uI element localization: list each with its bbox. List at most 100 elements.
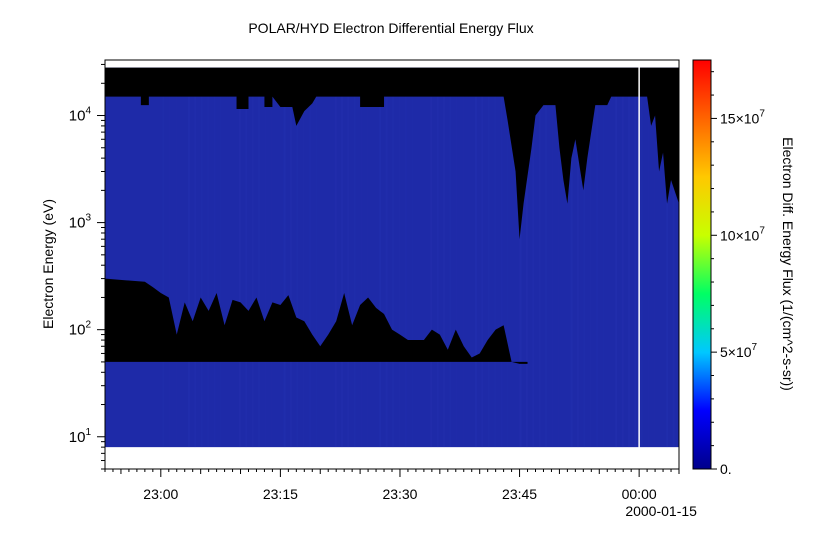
y-axis: 101 102 103 104	[69, 63, 105, 470]
flux-streak	[398, 67, 401, 448]
flux-streak	[200, 67, 203, 448]
flux-streak	[264, 67, 267, 448]
flux-streak	[494, 67, 497, 448]
flux-streak	[647, 67, 650, 448]
flux-streak	[615, 67, 618, 448]
flux-streak	[328, 68, 330, 448]
x-tick-label: 23:15	[263, 486, 298, 502]
flux-streak	[443, 67, 446, 448]
flux-streak	[258, 67, 261, 448]
flux-streak	[309, 67, 312, 448]
flux-streak	[474, 67, 477, 448]
flux-streak	[430, 67, 433, 448]
flux-streak	[551, 67, 554, 448]
flux-streak	[366, 68, 368, 448]
flux-streak	[296, 67, 299, 448]
x-tick-label: 23:30	[382, 486, 417, 502]
flux-streak	[302, 67, 305, 448]
flux-streak	[226, 68, 228, 448]
colorbar-tick-label: 5×107	[720, 342, 758, 360]
flux-streak	[634, 67, 637, 448]
flux-streak	[487, 67, 490, 448]
flux-streak	[609, 68, 611, 448]
flux-streak	[640, 67, 643, 448]
y-axis-label: Electron Energy (eV)	[40, 199, 56, 329]
colorbar-tick-label: 0.	[720, 461, 732, 477]
flux-streak	[672, 67, 675, 448]
flux-streak	[621, 67, 624, 448]
flux-streak	[219, 67, 222, 448]
chart-title: POLAR/HYD Electron Differential Energy F…	[248, 20, 533, 36]
x-tick-label: 23:00	[143, 486, 178, 502]
flux-streak	[545, 67, 548, 448]
flux-streak	[424, 68, 426, 448]
no-data-upper	[105, 67, 679, 240]
flux-streak	[238, 67, 241, 448]
flux-streak	[194, 67, 197, 448]
colorbar-label: Electron Diff. Energy Flux (1/(cm^2-s-sr…	[780, 137, 796, 391]
flux-streak	[525, 67, 528, 448]
flux-streak	[385, 67, 388, 448]
flux-streak	[315, 67, 318, 448]
y-tick-label: 103	[69, 213, 92, 232]
flux-streak	[213, 67, 216, 448]
flux-streak	[576, 67, 579, 448]
flux-streak	[182, 68, 184, 448]
flux-streak	[411, 67, 414, 448]
flux-streak	[373, 68, 375, 448]
flux-streak	[436, 67, 439, 448]
flux-streak	[353, 67, 356, 448]
y-tick-label: 104	[69, 106, 92, 125]
flux-streak	[627, 67, 630, 448]
flux-streak	[360, 67, 363, 448]
flux-streak	[666, 67, 669, 448]
flux-streak	[289, 67, 292, 448]
no-data-lower	[105, 278, 528, 364]
flux-streak	[251, 67, 254, 448]
flux-streak	[207, 67, 210, 448]
flux-streak	[455, 67, 458, 448]
flux-streak	[500, 67, 503, 448]
flux-streak	[469, 68, 471, 448]
flux-streak	[532, 67, 535, 448]
flux-streak	[334, 67, 337, 448]
flux-streak	[168, 67, 171, 448]
flux-streak	[283, 67, 286, 448]
flux-streak	[379, 67, 382, 448]
y-tick-label: 101	[69, 427, 92, 446]
colorbar-tick-label: 15×107	[720, 108, 765, 126]
x-tick-label: 00:00	[622, 486, 657, 502]
flux-streak	[322, 68, 324, 448]
colorbar-tick-label: 10×107	[720, 225, 765, 243]
flux-streak	[347, 67, 350, 448]
flux-streak	[538, 67, 541, 448]
flux-streak	[392, 67, 394, 448]
flux-streak	[481, 67, 484, 448]
flux-streak	[271, 68, 273, 448]
flux-streak	[519, 67, 522, 448]
x-tick-sublabel: 2000-01-15	[625, 503, 697, 519]
flux-streak	[404, 67, 407, 448]
flux-streak	[175, 68, 177, 448]
flux-streak	[418, 68, 420, 448]
flux-streak	[583, 67, 586, 448]
flux-streak	[589, 67, 592, 448]
flux-streak	[570, 67, 573, 448]
colorbar	[692, 59, 712, 470]
flux-streak	[162, 67, 165, 448]
x-tick-label: 23:45	[502, 486, 537, 502]
flux-streak	[506, 67, 509, 448]
flux-streak	[449, 67, 452, 448]
y-tick-label: 102	[69, 320, 92, 339]
flux-streak	[245, 67, 248, 448]
flux-streak	[596, 67, 599, 448]
flux-streak	[277, 68, 279, 448]
flux-streak	[602, 67, 605, 448]
colorbar-axis: 0. 5×107 10×107 15×107	[711, 71, 765, 477]
flux-streak	[462, 68, 464, 448]
flux-streak	[187, 67, 190, 448]
flux-streak	[653, 68, 655, 448]
plot-area	[105, 60, 679, 469]
flux-streak	[340, 67, 343, 448]
